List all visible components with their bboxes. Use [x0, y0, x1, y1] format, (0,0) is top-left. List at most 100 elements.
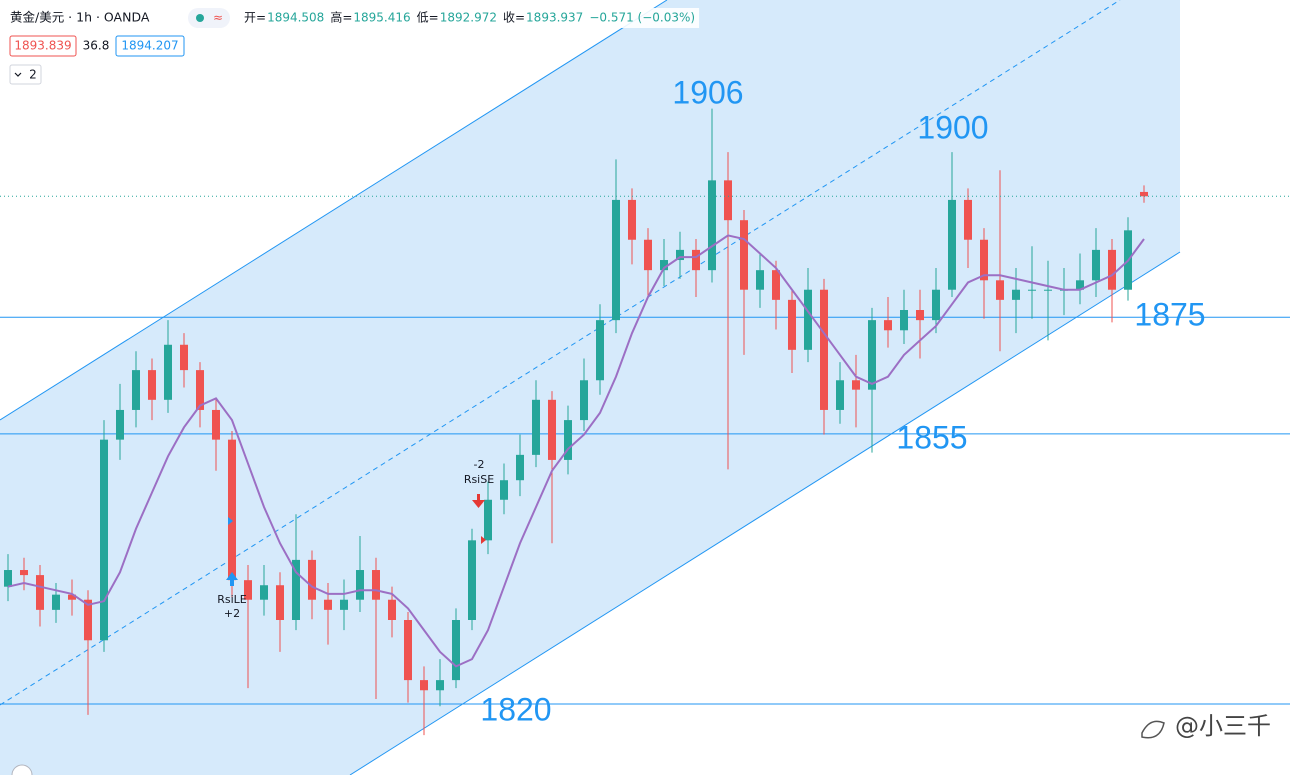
- candle-body: [500, 480, 508, 500]
- candle-body: [1108, 249, 1116, 290]
- candle-body: [1092, 249, 1100, 281]
- candle-body: [1140, 191, 1148, 197]
- candle-body: [436, 680, 444, 691]
- status-dot: [196, 14, 204, 22]
- candle-body: [4, 570, 12, 587]
- chevron-icon: [14, 72, 22, 77]
- candle-body: [100, 439, 108, 641]
- candle-body: [52, 594, 60, 610]
- candle-body: [388, 599, 396, 620]
- signal-name: RsiLE: [217, 593, 247, 606]
- candle-body: [580, 380, 588, 421]
- watermark: @小三千: [1175, 712, 1271, 740]
- candle-body: [228, 439, 236, 581]
- status-pill[interactable]: [188, 8, 230, 28]
- candle-body: [292, 559, 300, 620]
- level-annotation: 1855: [896, 419, 967, 455]
- candle-body: [820, 289, 828, 410]
- bid-box[interactable]: [9, 35, 77, 57]
- ask-box[interactable]: [115, 35, 185, 57]
- corner-button[interactable]: [11, 764, 33, 775]
- candle-body: [692, 249, 700, 271]
- candle-body: [996, 280, 1004, 300]
- candle-body: [132, 370, 140, 410]
- candle-body: [324, 599, 332, 610]
- candle-body: [612, 199, 620, 321]
- indicator-count: 2: [29, 68, 37, 82]
- candle-body: [852, 380, 860, 390]
- overlay: 黄金/美元 · 1h · OANDA ≈ 开= 1894.508 高= 1895.41…: [9, 8, 1271, 775]
- candle-body: [116, 409, 124, 440]
- level-annotation: 1900: [917, 109, 988, 145]
- candle-body: [468, 540, 476, 620]
- candle-body: [84, 599, 92, 641]
- candle-body: [980, 239, 988, 281]
- header-stats: 开= 1894.508 高= 1895.416 低= 1892.972 收= 1893.937…: [240, 8, 700, 28]
- candle-body: [740, 220, 748, 290]
- stat-label: 开=: [244, 11, 266, 25]
- candle-body: [164, 344, 172, 400]
- sell-arrow: [472, 494, 485, 508]
- signal-name: RsiSE: [464, 473, 494, 486]
- moving-average: [7, 234, 1145, 668]
- candle-body: [676, 249, 684, 261]
- candle-body: [884, 320, 892, 331]
- candle-body: [484, 499, 492, 541]
- candle-body: [868, 320, 876, 390]
- level-annotation: 1906: [672, 74, 743, 110]
- ask: 1894.207: [121, 39, 178, 53]
- level-annotation: 1875: [1134, 296, 1205, 332]
- candle-body: [964, 199, 972, 240]
- candle-body: [356, 570, 364, 600]
- candle-body: [772, 270, 780, 300]
- candle-body: [196, 370, 204, 410]
- watermark-icon: [1141, 720, 1165, 739]
- channel-lower: [349, 251, 1181, 775]
- candle-body: [756, 270, 764, 290]
- plot: 1906 1900 1875 1855 1820: [0, 74, 1290, 736]
- candle-body: [1028, 289, 1036, 291]
- symbol-title: 黄金/美元 · 1h · OANDA: [10, 10, 150, 25]
- status-icon: ≈: [213, 11, 223, 25]
- candle-body: [1012, 289, 1020, 300]
- signal-amount: -2: [474, 458, 485, 471]
- candle-body: [452, 620, 460, 681]
- indicator-toggle[interactable]: [9, 64, 42, 85]
- drawings: [0, 0, 1181, 775]
- candle-body: [1044, 289, 1052, 291]
- stat-value: 1894.508: [267, 11, 324, 25]
- stat-label: 收=: [503, 11, 525, 25]
- candle-body: [340, 599, 348, 610]
- candle-body: [36, 575, 44, 610]
- change: −0.571 (−0.03%): [589, 11, 695, 25]
- stat-label: 低=: [417, 11, 439, 25]
- candle-body: [180, 344, 188, 371]
- sell-tick: [481, 536, 486, 544]
- candle-body: [244, 580, 252, 600]
- header-bg: [240, 8, 700, 28]
- candle-body: [260, 585, 268, 600]
- candle-body: [20, 570, 28, 576]
- stat-value: 1895.416: [353, 11, 410, 25]
- candle-body: [1076, 280, 1084, 290]
- candle-body: [68, 594, 76, 600]
- candle-body: [516, 454, 524, 481]
- channel-fill: [0, 0, 1180, 775]
- candle-body: [932, 289, 940, 321]
- buy-tick: [228, 517, 233, 525]
- channel-mid: [0, 0, 1121, 706]
- stat-value: 1892.972: [440, 11, 497, 25]
- candle-body: [804, 289, 812, 350]
- candle-body: [724, 180, 732, 221]
- candle-body: [660, 260, 668, 271]
- spread: 36.8: [83, 39, 110, 53]
- level-annotation: 1820: [480, 691, 551, 727]
- candle-body: [708, 180, 716, 271]
- stat-label: 高=: [330, 10, 352, 25]
- candle-body: [404, 620, 412, 681]
- buy-arrow: [226, 572, 238, 586]
- candle-body: [596, 320, 604, 381]
- candle-body: [148, 370, 156, 400]
- candle-body: [548, 399, 556, 460]
